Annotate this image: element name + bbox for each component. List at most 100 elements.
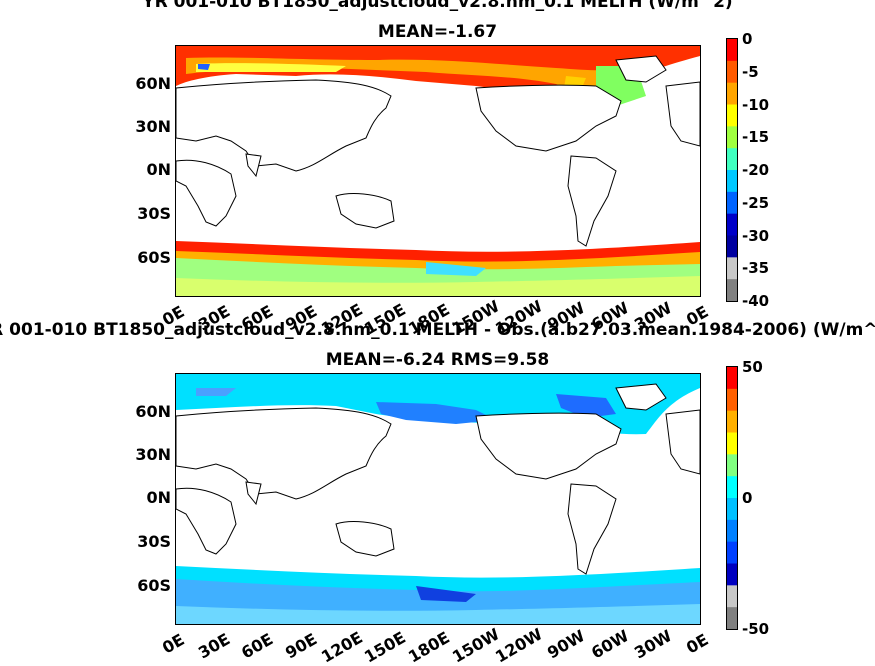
colorbar-swatch bbox=[727, 39, 737, 62]
africa-1 bbox=[176, 159, 237, 227]
panel2-title-text: YR 001-010 BT1850_adjustcloud_v2.8.hm_0.… bbox=[0, 320, 875, 340]
colorbar-swatch bbox=[727, 279, 737, 301]
colorbar-tick-label: -35 bbox=[742, 259, 770, 278]
colorbar-swatch bbox=[727, 388, 737, 412]
arctic-blue-2 bbox=[376, 402, 496, 424]
lon-label: 30W bbox=[631, 625, 676, 662]
colorbar-tick-label: -20 bbox=[742, 161, 770, 179]
colorbar-1-svg bbox=[727, 39, 737, 301]
lat-label: 0N bbox=[146, 488, 171, 507]
colorbar-tick-label: 50 bbox=[742, 358, 763, 376]
colorbar-tick-label: -50 bbox=[742, 620, 770, 638]
colorbar-swatch bbox=[727, 191, 737, 215]
arctic-blue-4 bbox=[196, 388, 236, 396]
arctic-blue-3 bbox=[556, 394, 616, 418]
colorbar-swatch bbox=[727, 104, 737, 127]
colorbar-swatch bbox=[727, 476, 737, 499]
colorbar-swatch bbox=[727, 126, 737, 149]
lat-label: 0N bbox=[146, 160, 171, 179]
colorbar-swatch bbox=[727, 257, 737, 280]
panel2-title: YR 001-010 BT1850_adjustcloud_v2.8.hm_0.… bbox=[0, 320, 875, 340]
arctic-yellow-1 bbox=[196, 63, 346, 72]
lon-label: 90E bbox=[282, 628, 321, 662]
colorbar-tick-label: -5 bbox=[742, 62, 759, 81]
lon-label: 0E bbox=[159, 629, 188, 658]
eurasia-1 bbox=[176, 79, 392, 172]
colorbar-swatch bbox=[727, 213, 737, 236]
map-panel-1 bbox=[175, 45, 701, 297]
lat-label: 60N bbox=[135, 402, 171, 421]
panel1-title-text: YR 001-010 BT1850_adjustcloud_v2.8.hm_0.… bbox=[142, 0, 733, 12]
colorbar-swatch bbox=[727, 541, 737, 564]
europe-w-1 bbox=[665, 81, 700, 147]
colorbar-swatch bbox=[727, 148, 737, 171]
lat-label: 60S bbox=[137, 576, 171, 595]
panel1-title: YR 001-010 BT1850_adjustcloud_v2.8.hm_0.… bbox=[0, 0, 875, 12]
lat-label: 60N bbox=[135, 74, 171, 93]
southern-cyan-1 bbox=[426, 262, 486, 276]
map-2-svg bbox=[176, 374, 700, 624]
lon-label: 150E bbox=[361, 627, 410, 666]
panel1-subtitle: MEAN=-1.67 bbox=[377, 22, 498, 42]
colorbar-swatch bbox=[727, 454, 737, 477]
continents-1 bbox=[176, 55, 700, 247]
colorbar-2-svg bbox=[727, 367, 737, 629]
colorbar-tick-label: -40 bbox=[742, 292, 770, 310]
map-1-svg bbox=[176, 46, 700, 296]
australia-1 bbox=[335, 193, 395, 229]
lon-label: 30E bbox=[194, 628, 233, 662]
lat-label: 30N bbox=[135, 117, 171, 136]
lat-label: 60S bbox=[137, 248, 171, 267]
africa-2 bbox=[176, 487, 237, 555]
australia-2 bbox=[335, 521, 395, 557]
lat-label: 30S bbox=[137, 204, 171, 223]
s-america-2 bbox=[567, 483, 617, 575]
lon-label: 60E bbox=[238, 628, 277, 662]
colorbar-tick-label: 0 bbox=[742, 489, 753, 507]
blue-spot-1 bbox=[198, 64, 210, 70]
lon-label: 0E bbox=[683, 629, 712, 658]
southern-deep-2 bbox=[416, 586, 476, 602]
colorbar-swatch bbox=[727, 235, 737, 258]
india-1 bbox=[245, 153, 262, 178]
colorbar-1 bbox=[726, 38, 738, 302]
colorbar-swatch bbox=[727, 563, 737, 586]
colorbar-tick-label: -15 bbox=[742, 128, 770, 147]
colorbar-swatch bbox=[727, 432, 737, 455]
colorbar-swatch bbox=[727, 367, 737, 390]
colorbar-tick-label: 0 bbox=[742, 30, 753, 48]
colorbar-swatch bbox=[727, 607, 737, 629]
colorbar-swatch bbox=[727, 170, 737, 193]
lon-label: 120W bbox=[492, 624, 547, 666]
colorbar-tick-label: -25 bbox=[742, 193, 770, 212]
antarctica-1 bbox=[176, 276, 700, 296]
colorbar-2 bbox=[726, 366, 738, 630]
eurasia-2 bbox=[176, 407, 392, 500]
colorbar-tick-label: -10 bbox=[742, 95, 770, 114]
colorbar-swatch bbox=[727, 410, 737, 433]
lon-label: 120E bbox=[317, 627, 366, 666]
lat-label: 30S bbox=[137, 532, 171, 551]
colorbar-swatch bbox=[727, 60, 737, 84]
n-america-2 bbox=[475, 412, 622, 480]
india-2 bbox=[245, 481, 262, 506]
colorbar-swatch bbox=[727, 498, 737, 521]
antarctica-2 bbox=[176, 604, 700, 624]
lon-label: 90W bbox=[544, 625, 589, 662]
colorbar-swatch bbox=[727, 519, 737, 543]
panel2-subtitle: MEAN=-6.24 RMS=9.58 bbox=[325, 350, 550, 370]
greenland-1 bbox=[615, 55, 667, 83]
n-america-1 bbox=[475, 84, 622, 152]
lon-label: 60W bbox=[587, 625, 632, 662]
colorbar-swatch bbox=[727, 82, 737, 105]
colorbar-swatch bbox=[727, 585, 737, 608]
lon-label: 180E bbox=[405, 627, 453, 666]
lat-label: 30N bbox=[135, 445, 171, 464]
colorbar-tick-label: -30 bbox=[742, 226, 770, 245]
lon-label: 150W bbox=[448, 624, 503, 666]
europe-w-2 bbox=[665, 409, 700, 475]
map-panel-2 bbox=[175, 373, 701, 625]
continents-2 bbox=[176, 383, 700, 575]
greenland-2 bbox=[615, 383, 667, 411]
s-america-1 bbox=[567, 155, 617, 247]
